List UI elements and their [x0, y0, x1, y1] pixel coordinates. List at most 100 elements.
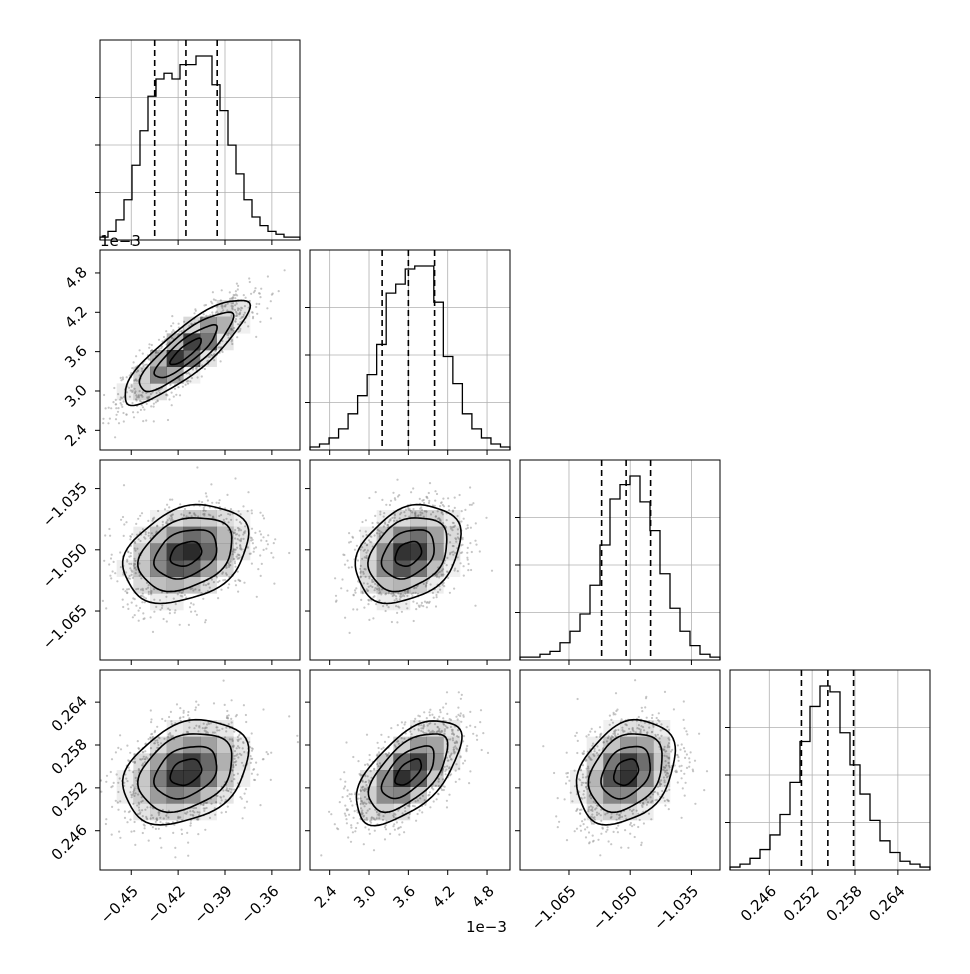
- scatter-point: [447, 576, 450, 580]
- scatter-point: [105, 607, 108, 610]
- scatter-point: [569, 791, 572, 794]
- density-cell: [200, 333, 217, 351]
- scatter-point: [621, 726, 624, 729]
- scatter-point: [112, 560, 115, 564]
- scatter-point: [149, 709, 152, 712]
- scatter-point: [221, 339, 224, 343]
- scatter-point: [365, 733, 369, 736]
- scatter-point: [119, 398, 122, 401]
- contour-line-2: [136, 517, 233, 593]
- scatter-point: [675, 753, 679, 756]
- scatter-point: [141, 809, 144, 812]
- scatter-point: [594, 730, 597, 733]
- scatter-point: [216, 794, 219, 798]
- scatter-point: [386, 524, 389, 527]
- scatter-point: [161, 520, 164, 524]
- scatter-point: [555, 815, 558, 818]
- scatter-point: [472, 732, 475, 735]
- y-tick-label: −1.050: [39, 540, 91, 592]
- scatter-point: [232, 329, 235, 332]
- contour-line-0: [169, 540, 203, 567]
- scatter-point: [356, 822, 359, 825]
- scatter-point: [182, 514, 185, 517]
- scatter-point: [448, 754, 451, 758]
- scatter-point: [127, 766, 130, 769]
- scatter-point: [374, 514, 377, 518]
- scatter-point: [105, 780, 108, 783]
- scatter-point: [587, 733, 590, 736]
- scatter-point: [652, 725, 655, 728]
- density-cell: [166, 753, 184, 771]
- scatter-point: [149, 806, 152, 809]
- scatter-point: [368, 753, 371, 757]
- scatter-point: [283, 269, 286, 272]
- scatter-point: [342, 787, 345, 790]
- scatter-point: [459, 712, 462, 715]
- scatter-point: [414, 591, 417, 595]
- density-cell: [183, 753, 201, 771]
- scatter-point: [451, 737, 454, 740]
- scatter-point: [406, 506, 410, 509]
- scatter-point: [259, 804, 262, 807]
- scatter-point: [136, 547, 139, 550]
- scatter-point: [146, 806, 149, 809]
- scatter-point: [591, 834, 594, 837]
- scatter-point: [229, 508, 233, 511]
- scatter-point: [162, 817, 165, 820]
- density-cell: [620, 753, 637, 771]
- scatter-point: [91, 412, 93, 414]
- scatter-point: [136, 804, 139, 807]
- scatter-point: [200, 316, 203, 319]
- scatter-point: [156, 725, 159, 728]
- scatter-point: [364, 575, 367, 579]
- scatter-point: [119, 800, 122, 803]
- scatter-point: [134, 843, 137, 847]
- scatter-point: [621, 815, 624, 818]
- scatter-point: [236, 314, 239, 317]
- scatter-point: [233, 562, 237, 565]
- scatter-point: [137, 369, 140, 372]
- scatter-point: [658, 783, 662, 786]
- scatter-point: [367, 779, 370, 782]
- scatter-point: [432, 800, 435, 803]
- scatter-point: [153, 598, 156, 601]
- scatter-point: [117, 790, 120, 794]
- scatter-point: [583, 818, 586, 821]
- scatter-point: [205, 806, 208, 810]
- scatter-point: [145, 419, 148, 422]
- scatter-point: [661, 768, 664, 771]
- scatter-point: [138, 574, 141, 577]
- scatter-point: [362, 572, 365, 575]
- scatter-point: [238, 746, 241, 749]
- scatter-point: [629, 731, 632, 734]
- scatter-point: [233, 560, 236, 563]
- scatter-point: [612, 830, 615, 834]
- scatter-point: [407, 816, 410, 819]
- scatter-point: [347, 566, 350, 569]
- scatter-point: [134, 559, 137, 563]
- scatter-point: [459, 562, 462, 565]
- scatter-point: [355, 544, 358, 547]
- density-cell: [216, 753, 234, 771]
- panel-content: [542, 679, 709, 857]
- scatter-point: [231, 553, 234, 556]
- scatter-point: [654, 799, 657, 802]
- scatter-point: [130, 384, 133, 387]
- scatter-point: [553, 771, 556, 775]
- scatter-point: [170, 518, 173, 521]
- scatter-point: [667, 728, 671, 732]
- x-offset-label: 1e−3: [466, 918, 507, 936]
- scatter-point: [169, 383, 172, 386]
- scatter-point: [141, 592, 144, 595]
- scatter-point: [599, 814, 602, 817]
- scatter-point: [168, 517, 171, 520]
- scatter-point: [579, 829, 583, 832]
- scatter-point: [452, 545, 455, 548]
- density-cell: [620, 720, 637, 737]
- scatter-point: [595, 751, 599, 754]
- scatter-point: [650, 818, 653, 821]
- scatter-point: [420, 506, 423, 509]
- scatter-point: [635, 809, 638, 812]
- scatter-point: [423, 799, 426, 802]
- scatter-point: [149, 736, 152, 739]
